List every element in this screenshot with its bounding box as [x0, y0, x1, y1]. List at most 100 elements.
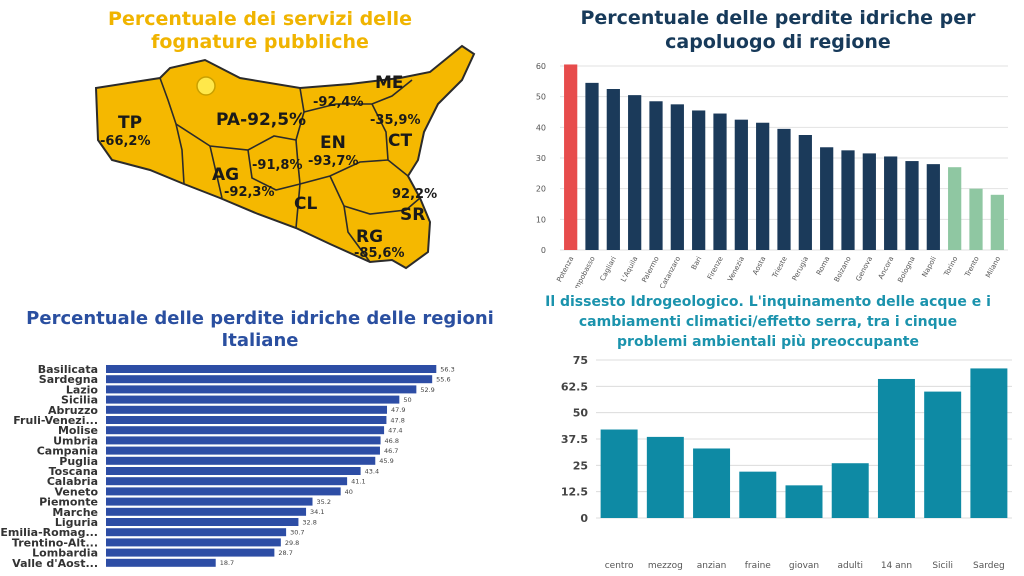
city-ytick-label: 40 [536, 123, 546, 132]
env-bar [785, 485, 823, 518]
env-bar [831, 463, 869, 518]
env-bar [600, 429, 638, 518]
label-ag-code: AG [212, 165, 239, 185]
env-category-label: fraine [745, 561, 772, 571]
label-cl-code: CL [294, 194, 317, 214]
region-category-label: Abruzzo [48, 404, 98, 417]
city-category-label: L'Aquila [619, 255, 639, 283]
city-category-label: Torino [942, 255, 959, 278]
env-bar [693, 448, 731, 518]
city-ytick-label: 10 [536, 215, 546, 224]
region-value-label: 47.9 [391, 406, 405, 414]
region-bar [106, 395, 400, 404]
region-category-label: Lombardia [32, 547, 98, 560]
env-ytick-label: 75 [573, 354, 588, 367]
label-ag-value: -92,3% [224, 185, 275, 200]
city-category-label: Trieste [770, 255, 788, 280]
region-bar [106, 405, 388, 414]
label-me-code: ME [375, 73, 404, 93]
city-category-label: Bari [690, 255, 704, 271]
region-category-label: Basilicata [38, 364, 98, 376]
region-value-label: 50 [403, 396, 411, 404]
city-bar [905, 161, 919, 250]
city-category-label: Aosta [751, 255, 767, 276]
region-value-label: 30.7 [290, 529, 304, 537]
city-category-label: Cagliari [599, 255, 619, 282]
region-category-label: Umbria [53, 434, 98, 447]
environment-panel: Il dissesto Idrogeologico. L'inquinament… [512, 288, 1024, 576]
region-bar [106, 456, 376, 465]
region-value-label: 45.9 [379, 457, 393, 465]
city-category-label: Roma [815, 255, 831, 276]
region-bar [106, 497, 313, 506]
region-category-label: Valle d'Aost... [12, 557, 98, 570]
city-bar [670, 104, 684, 250]
city-bar [884, 156, 898, 250]
label-pa: PA-92,5% [216, 110, 306, 130]
map-title: Percentuale dei servizi delle fognature … [108, 8, 412, 53]
region-bar [106, 416, 387, 424]
label-tp-code: TP [118, 113, 142, 133]
city-category-label: Bolzano [833, 255, 853, 283]
label-rg-code: RG [356, 227, 383, 247]
city-ytick-label: 30 [536, 154, 546, 163]
sicily-map: TP -66,2% PA-92,5% ME -92,4% -35,9% CT E… [94, 44, 476, 270]
env-ytick-label: 37.5 [561, 433, 588, 446]
city-bar [585, 82, 599, 250]
region-value-label: 40 [345, 488, 353, 496]
region-category-label: Calabria [47, 475, 98, 488]
sicily-outline [94, 44, 476, 270]
region-value-label: 46.7 [384, 447, 398, 455]
env-category-label: mezzog [648, 561, 683, 571]
city-category-label: Perugia [791, 255, 810, 282]
env-ytick-label: 12.5 [561, 486, 588, 499]
env-ytick-label: 25 [573, 459, 588, 472]
city-bar [628, 95, 642, 250]
label-ct-code: CT [388, 131, 412, 151]
region-category-label: Lazio [66, 383, 99, 396]
city-bar [862, 153, 876, 250]
region-bar [106, 558, 216, 567]
env-bar [970, 368, 1008, 518]
city-bar [606, 89, 620, 250]
region-bar [106, 487, 341, 496]
region-category-label: Marche [52, 506, 98, 519]
city-category-label: Firenze [706, 255, 725, 281]
city-bar [926, 164, 940, 250]
region-category-label: Sardegna [39, 373, 98, 386]
region-bar [106, 477, 348, 486]
env-chart-title: Il dissesto Idrogeologico. L'inquinament… [545, 294, 991, 350]
region-bar [106, 528, 287, 537]
region-bar [106, 426, 385, 435]
city-marker [196, 76, 216, 96]
env-category-label: centro [605, 561, 634, 571]
region-value-label: 52.9 [420, 386, 434, 394]
city-bar [649, 101, 663, 250]
region-category-label: Fruli-Venezi... [13, 414, 98, 427]
region-value-label: 35.2 [317, 498, 331, 506]
env-bar [924, 391, 962, 518]
region-value-label: 55.6 [436, 376, 450, 384]
region-category-label: Veneto [55, 485, 99, 498]
region-category-label: Toscana [49, 465, 98, 478]
env-bar [877, 378, 915, 518]
region-bar [106, 385, 417, 394]
region-category-label: Campania [37, 445, 98, 458]
label-tp-value: -66,2% [100, 134, 151, 149]
region-category-label: Puglia [59, 455, 98, 468]
city-category-label: Napoli [921, 255, 938, 278]
env-ytick-label: 62.5 [561, 380, 588, 393]
env-bar-chart: 0 12.5 25 37.5 50 62.5 75 centro mezzog anzian fra… [561, 354, 1012, 571]
env-category-label: Sicili [932, 561, 953, 571]
city-losses-panel: Percentuale delle perdite idriche per ca… [512, 0, 1024, 288]
city-ytick-label: 0 [541, 246, 546, 255]
region-bar [106, 507, 307, 516]
region-value-label: 56.3 [440, 365, 454, 373]
region-category-label: Liguria [55, 516, 98, 529]
city-bar [969, 188, 983, 250]
city-ytick-label: 60 [536, 62, 546, 71]
city-ytick-label: 20 [536, 185, 546, 194]
city-category-label: Potenza [555, 255, 575, 283]
city-bar [990, 194, 1004, 250]
